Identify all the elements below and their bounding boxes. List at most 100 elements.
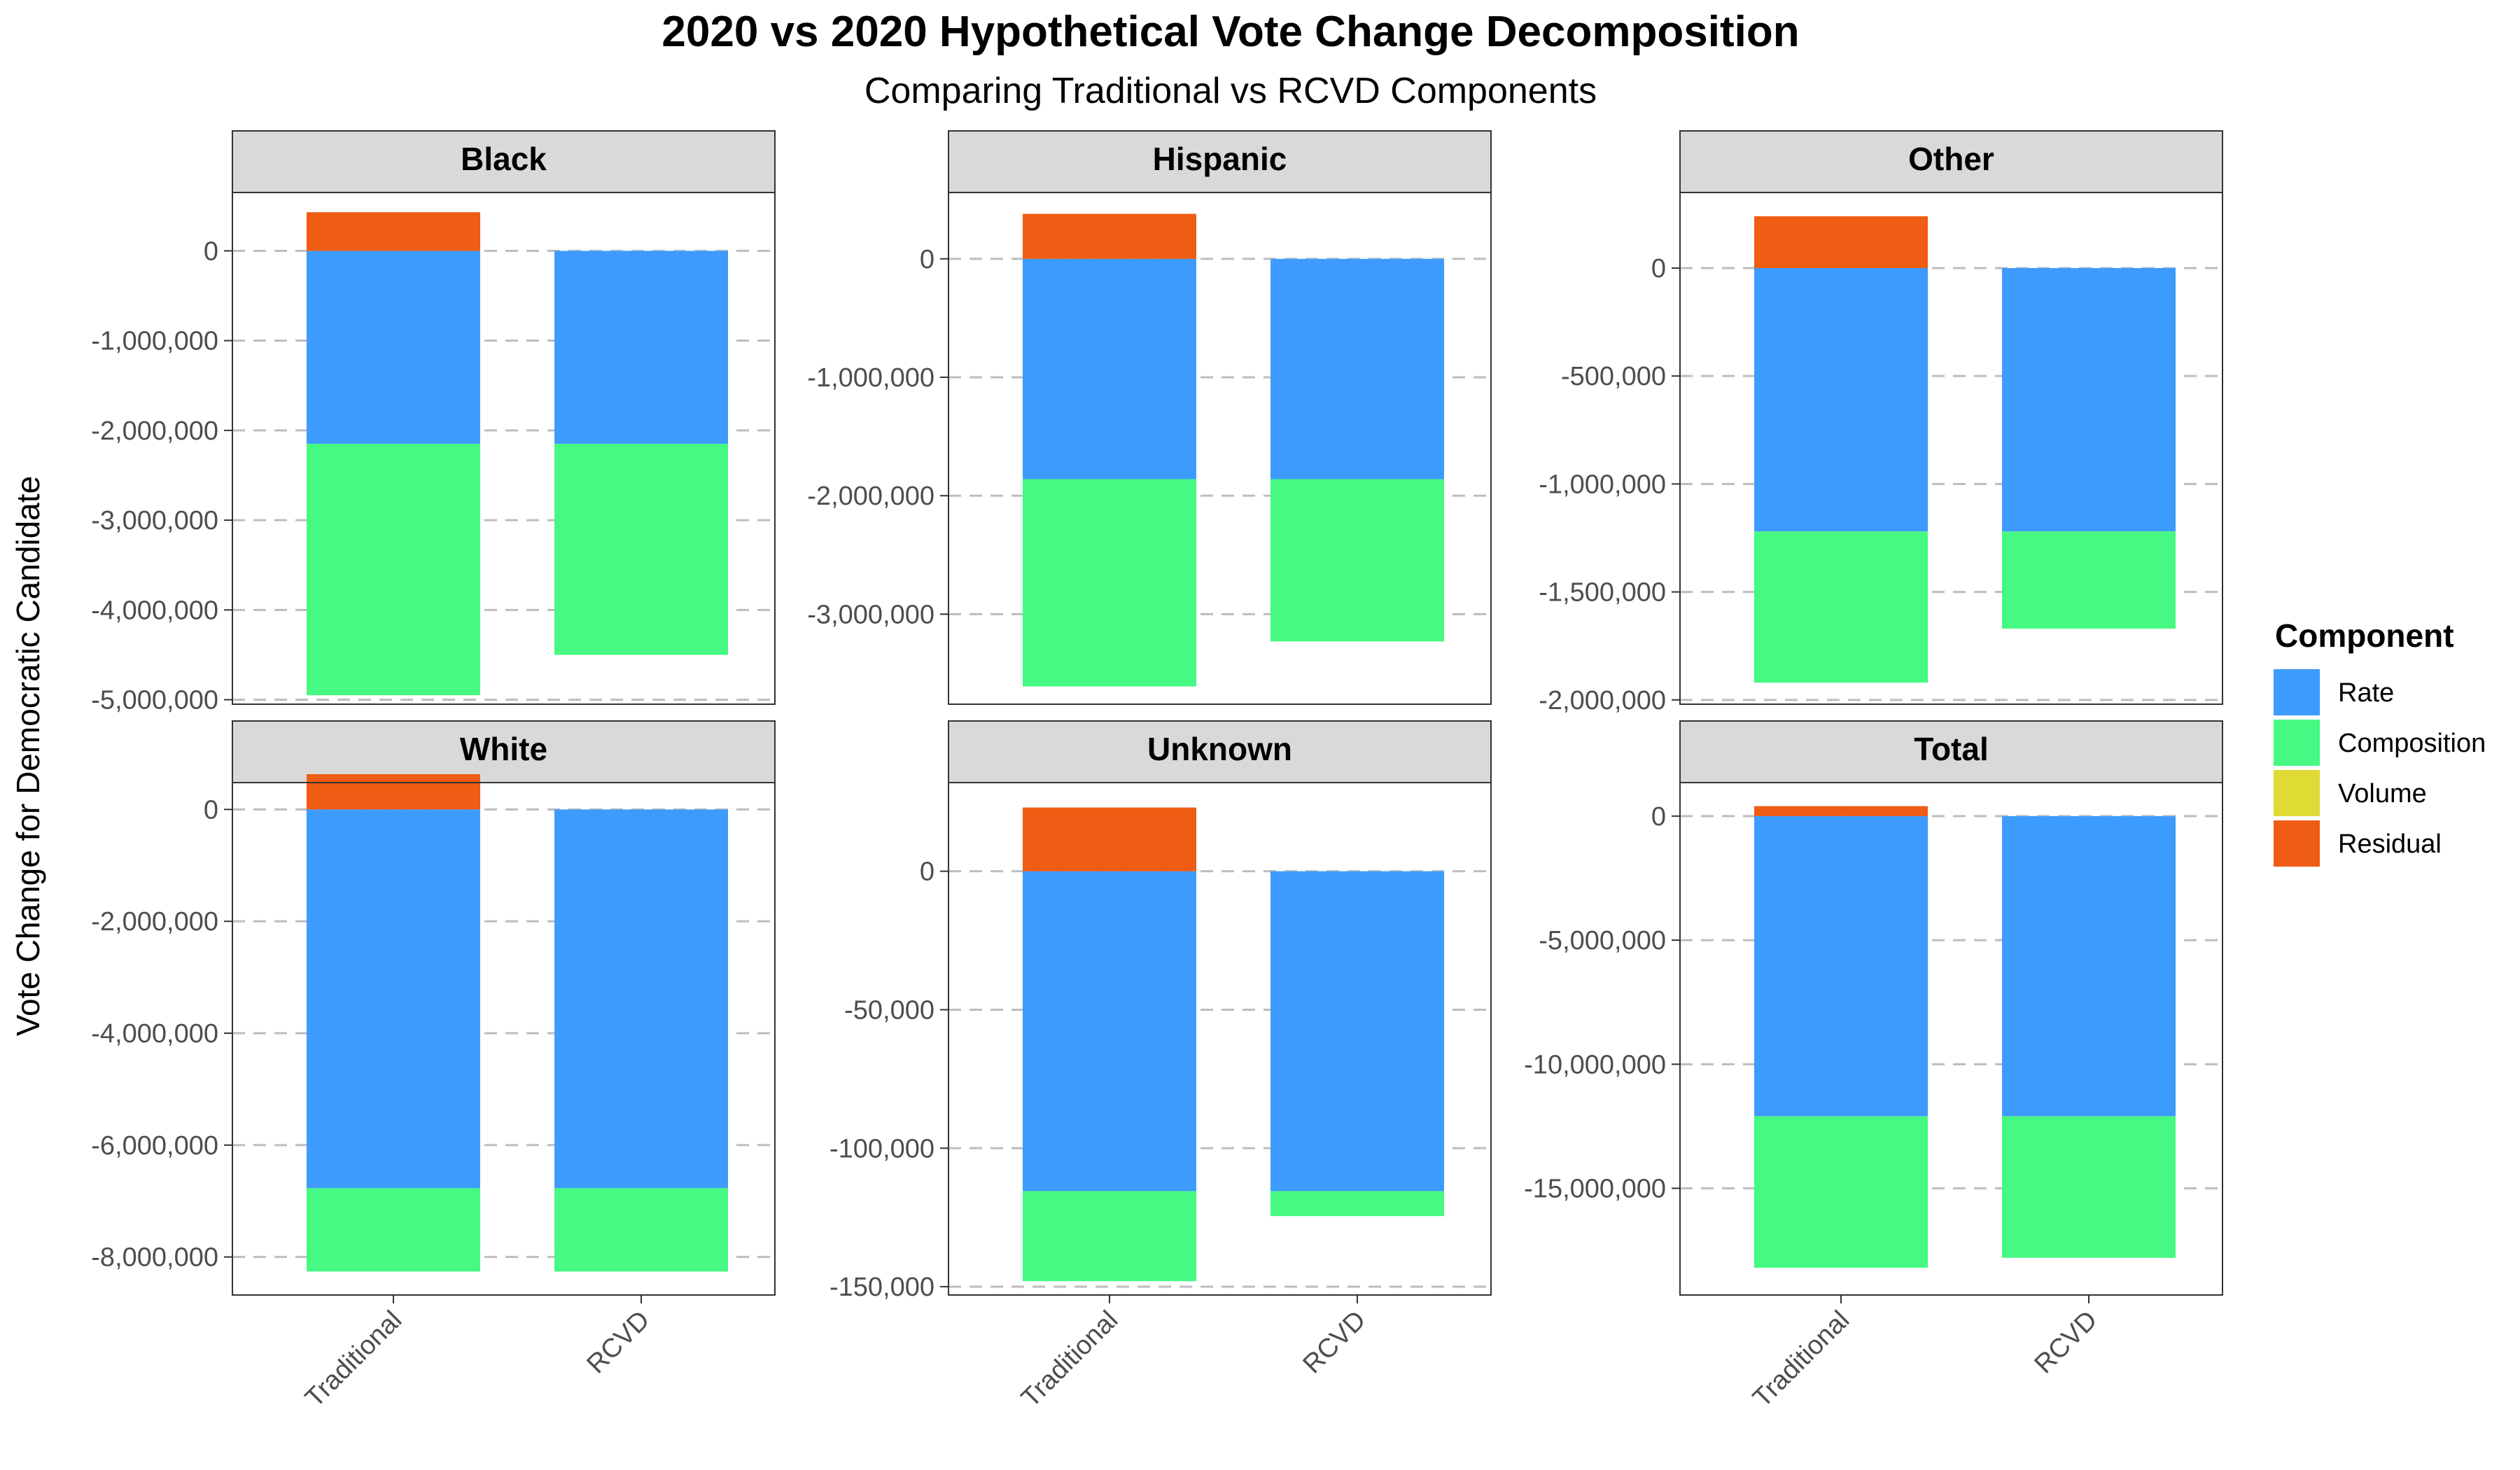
legend-label-residual: Residual xyxy=(2338,830,2442,859)
x-tick-label: Traditional xyxy=(300,1306,407,1413)
facet-panel-total: Total 0 -5,000,000 -10,000,000 -15,000,000 Tr… xyxy=(1524,720,2223,1413)
x-tick-label: RCVD xyxy=(2029,1306,2104,1380)
legend-label-volume: Volume xyxy=(2338,779,2427,808)
bar-composition-traditional xyxy=(1754,531,1928,683)
panel-border xyxy=(948,782,1492,1296)
bar-residual-traditional xyxy=(1023,807,1196,872)
x-tick-label: RCVD xyxy=(1298,1306,1372,1380)
facet-strip xyxy=(232,130,776,193)
panel-border xyxy=(948,192,1492,705)
facet-panels: Black 0 -1,000,000 -2,000,000 -3,000,000 -4,0… xyxy=(91,130,2223,1413)
y-tick-label: -1,000,000 xyxy=(807,363,934,393)
facet-panel-unknown: Unknown 0 -50,000 -100,000 -150,000 Tradition… xyxy=(830,720,1492,1413)
y-tick-label: -100,000 xyxy=(830,1134,934,1163)
y-tick-label: 0 xyxy=(920,858,934,887)
y-tick-label: -2,000,000 xyxy=(91,416,218,446)
y-tick-label: 0 xyxy=(920,245,934,274)
legend-swatch-volume xyxy=(2274,770,2320,816)
bar-rate-traditional xyxy=(1023,871,1196,1191)
panel-border xyxy=(232,192,776,705)
y-tick-label: -50,000 xyxy=(844,995,934,1025)
bar-rate-rcvd xyxy=(1270,871,1444,1191)
bar-composition-traditional xyxy=(1023,479,1196,687)
bar-composition-traditional xyxy=(307,444,480,696)
facet-strip xyxy=(1679,720,2223,783)
facet-strip-label: Total xyxy=(1914,731,1988,767)
bar-residual-traditional xyxy=(1754,806,1928,816)
y-tick-label: -2,000,000 xyxy=(91,907,218,937)
bar-rate-traditional xyxy=(1754,267,1928,532)
bar-rate-rcvd xyxy=(554,809,728,1189)
legend-items: Rate Composition Volume Residual xyxy=(2274,669,2486,867)
facet-panel-white: White 0 -2,000,000 -4,000,000 -6,000,000 -8,0… xyxy=(91,720,776,1413)
y-tick-label: -1,000,000 xyxy=(1539,470,1666,499)
y-tick-label: -2,000,000 xyxy=(807,482,934,511)
legend-title: Component xyxy=(2275,617,2454,654)
y-tick-label: -6,000,000 xyxy=(91,1131,218,1161)
y-tick-label: -3,000,000 xyxy=(807,600,934,629)
facet-strip-label: Other xyxy=(1908,141,1994,177)
legend: Component Rate Composition Volume Residual xyxy=(2274,617,2486,867)
y-tick-label: -3,000,000 xyxy=(91,506,218,536)
y-tick-label: -1,500,000 xyxy=(1539,578,1666,608)
facet-strip xyxy=(948,720,1492,783)
x-tick-label: Traditional xyxy=(1747,1306,1855,1413)
y-tick-label: 0 xyxy=(204,237,218,266)
legend-label-rate: Rate xyxy=(2338,678,2394,708)
bar-composition-traditional xyxy=(1754,1116,1928,1268)
y-tick-label: -500,000 xyxy=(1561,362,1666,391)
x-tick-label: RCVD xyxy=(582,1306,656,1380)
y-tick-label: -5,000,000 xyxy=(91,686,218,715)
bar-composition-rcvd xyxy=(554,1188,728,1272)
y-axis-title: Vote Change for Democratic Candidate xyxy=(10,476,46,1036)
bar-rate-rcvd xyxy=(1270,258,1444,479)
y-tick-label: -4,000,000 xyxy=(91,1019,218,1049)
bar-rate-rcvd xyxy=(554,251,728,444)
chart-subtitle: Comparing Traditional vs RCVD Components xyxy=(864,71,1597,111)
bar-composition-traditional xyxy=(307,1188,480,1272)
bar-residual-traditional xyxy=(307,774,480,810)
bar-rate-traditional xyxy=(1754,816,1928,1116)
bar-residual-traditional xyxy=(1754,216,1928,268)
chart-title: 2020 vs 2020 Hypothetical Vote Change De… xyxy=(662,8,1799,56)
y-tick-label: -2,000,000 xyxy=(1539,686,1666,715)
bar-residual-traditional xyxy=(307,212,480,251)
facet-strip-label: Unknown xyxy=(1147,731,1292,767)
bar-rate-traditional xyxy=(307,809,480,1189)
bar-rate-traditional xyxy=(307,251,480,444)
panel-border xyxy=(1679,782,2223,1296)
y-tick-label: -1,000,000 xyxy=(91,327,218,356)
bar-rate-traditional xyxy=(1023,258,1196,479)
facet-panel-black: Black 0 -1,000,000 -2,000,000 -3,000,000 -4,0… xyxy=(91,130,776,715)
bar-composition-rcvd xyxy=(554,444,728,655)
y-tick-label: 0 xyxy=(204,795,218,825)
facet-strip-label: Black xyxy=(461,141,547,177)
legend-swatch-residual xyxy=(2274,820,2320,867)
y-tick-label: -150,000 xyxy=(830,1273,934,1302)
bar-rate-rcvd xyxy=(2002,816,2176,1116)
bar-rate-rcvd xyxy=(2002,267,2176,532)
y-tick-label: -10,000,000 xyxy=(1524,1050,1666,1079)
facet-strip xyxy=(1679,130,2223,193)
y-tick-label: -8,000,000 xyxy=(91,1243,218,1273)
facet-strip-label: Hispanic xyxy=(1153,141,1287,177)
bar-composition-traditional xyxy=(1023,1191,1196,1282)
facet-strip xyxy=(232,720,776,783)
y-tick-label: -5,000,000 xyxy=(1539,926,1666,955)
bar-residual-traditional xyxy=(1023,214,1196,259)
x-tick-label: Traditional xyxy=(1016,1306,1124,1413)
panel-border xyxy=(232,782,776,1296)
legend-label-composition: Composition xyxy=(2338,729,2486,758)
panel-border xyxy=(1679,192,2223,705)
y-tick-label: 0 xyxy=(1651,254,1666,284)
facet-strip-label: White xyxy=(460,731,547,767)
bar-composition-rcvd xyxy=(2002,1116,2176,1258)
bar-composition-rcvd xyxy=(2002,531,2176,629)
y-tick-label: -4,000,000 xyxy=(91,596,218,625)
facet-panel-hispanic: Hispanic 0 -1,000,000 -2,000,000 -3,000,000 xyxy=(807,130,1492,705)
bar-composition-rcvd xyxy=(1270,479,1444,642)
bar-composition-rcvd xyxy=(1270,1191,1444,1217)
y-tick-label: 0 xyxy=(1651,802,1666,832)
legend-swatch-rate xyxy=(2274,669,2320,715)
